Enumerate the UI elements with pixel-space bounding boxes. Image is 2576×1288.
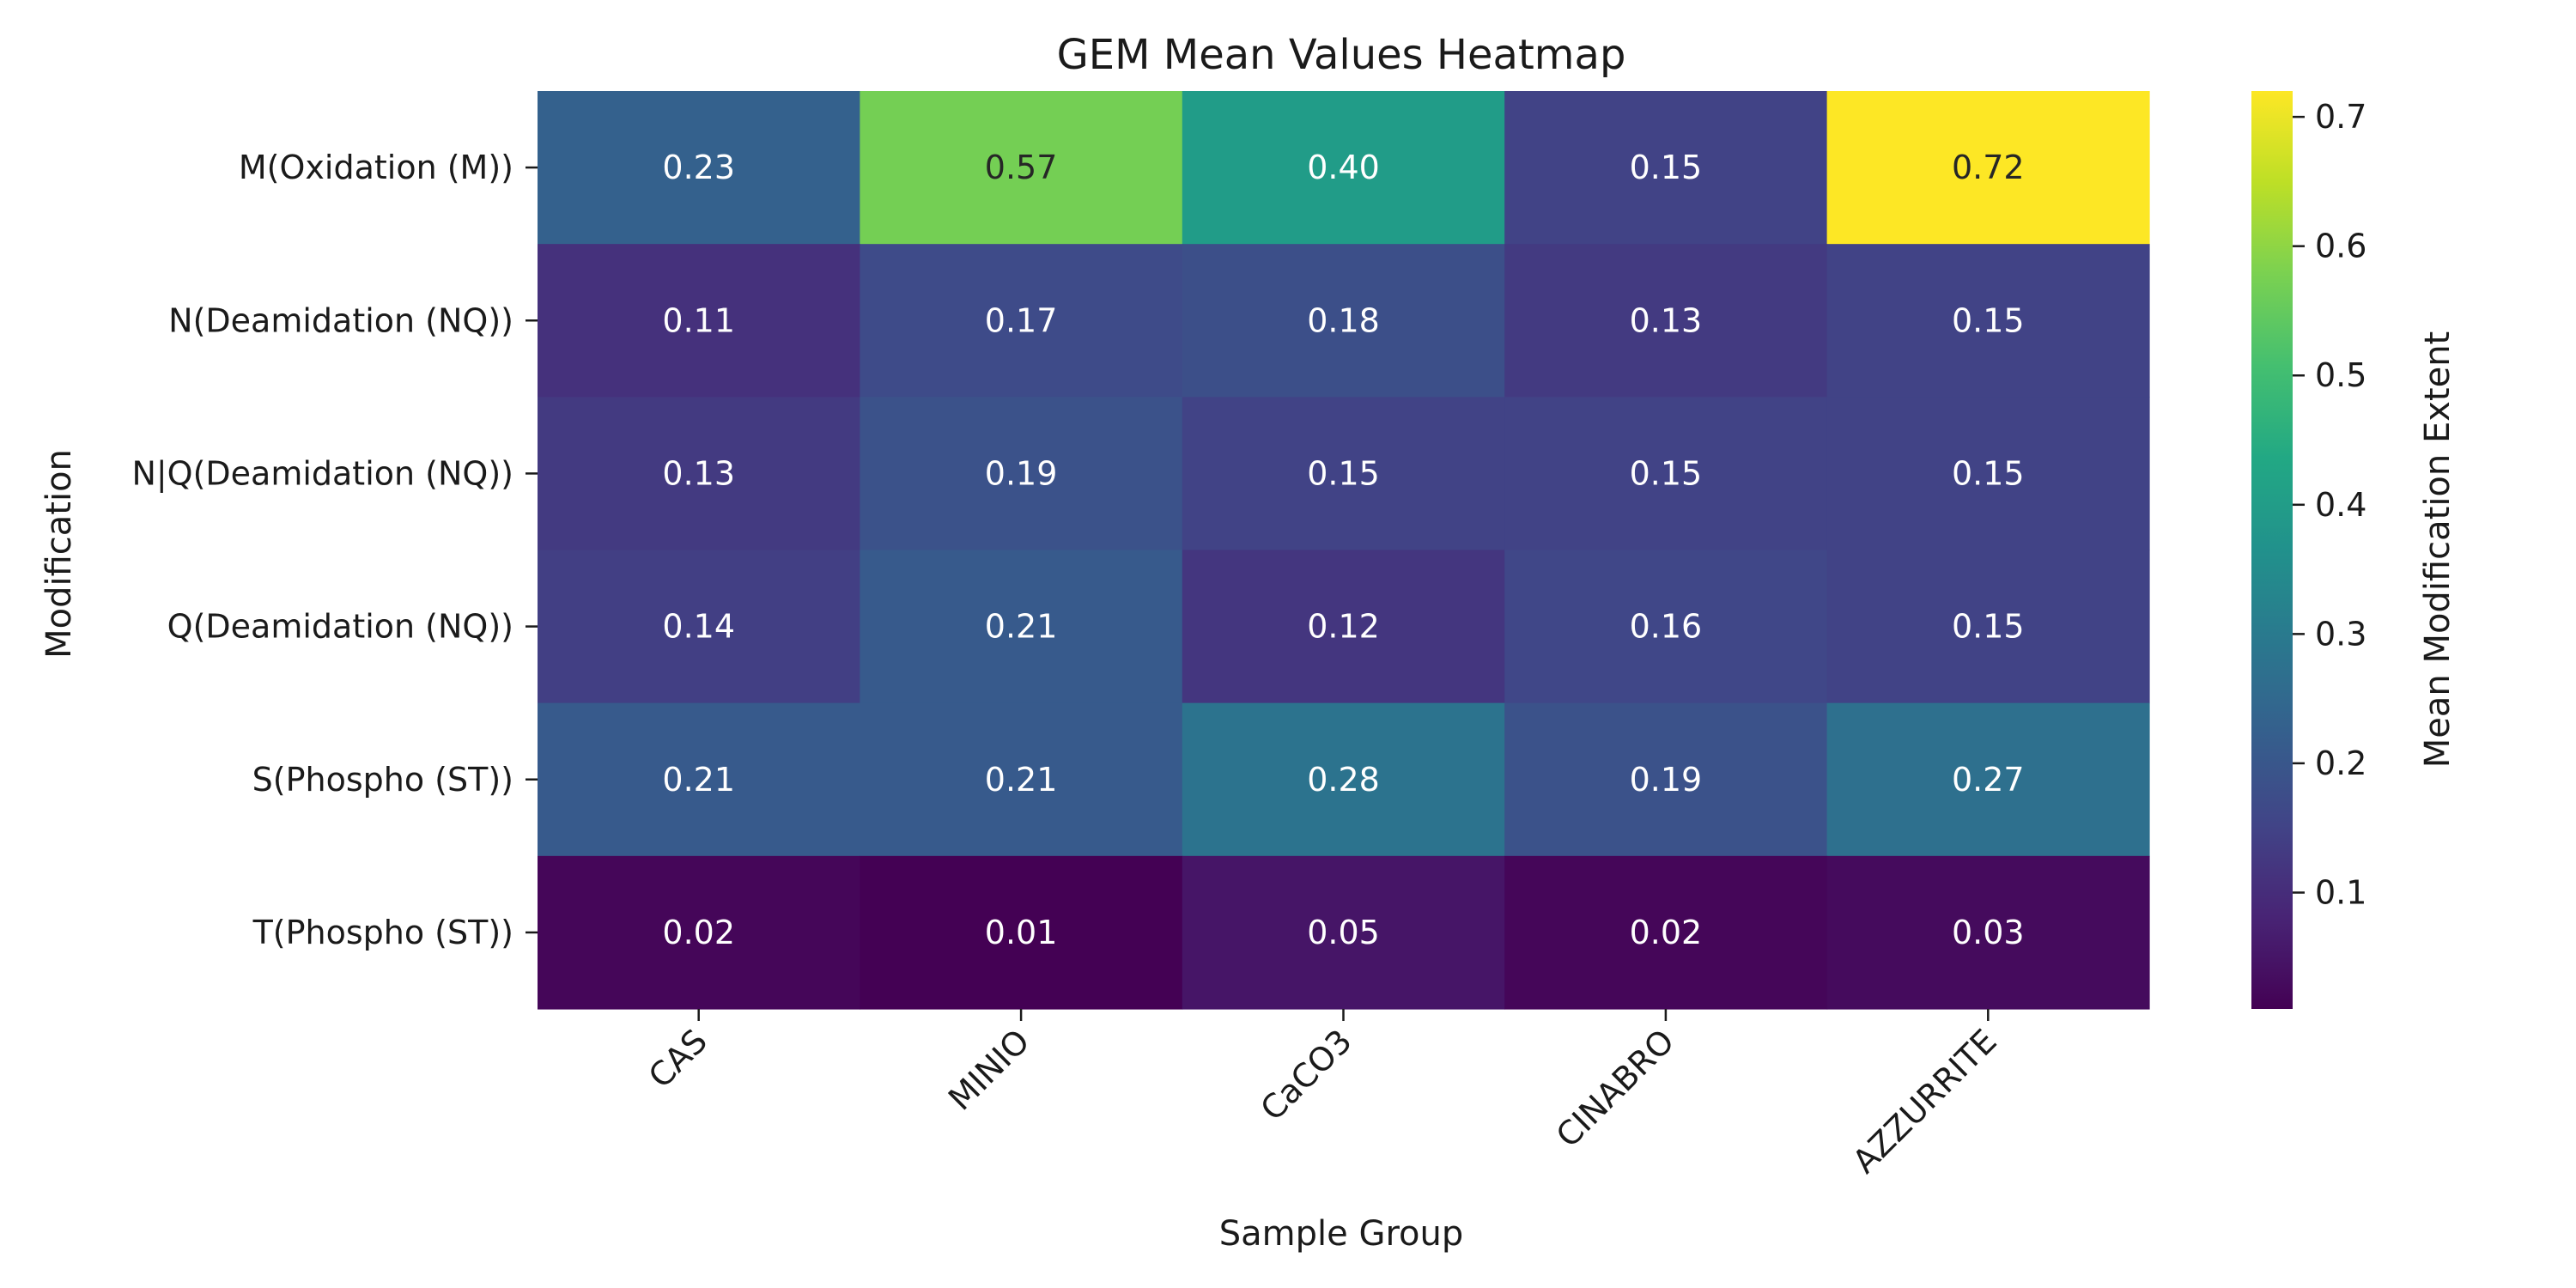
colorbar-tick-label: 0.4 xyxy=(2315,486,2366,524)
cell-value-label: 0.15 xyxy=(1952,301,2025,339)
y-tick-label: N(Deamidation (NQ)) xyxy=(168,301,513,339)
colorbar: 0.1 0.2 0.3 0.4 0.5 0.6 0.7 xyxy=(2251,91,2366,1009)
cell-value-label: 0.72 xyxy=(1952,149,2025,186)
cell-value-label: 0.05 xyxy=(1307,914,1380,951)
cell-value-label: 0.15 xyxy=(1307,454,1380,492)
y-tick-label: Q(Deamidation (NQ)) xyxy=(167,608,513,646)
x-tick-label: CAS xyxy=(641,1022,714,1095)
colorbar-tick-label: 0.2 xyxy=(2315,744,2366,782)
x-tick-label: CINABRO xyxy=(1549,1022,1682,1155)
y-axis: M(Oxidation (M)) N(Deamidation (NQ)) N|Q(D… xyxy=(131,149,538,951)
colorbar-title: Mean Modification Extent xyxy=(2418,331,2458,769)
cell-value-label: 0.03 xyxy=(1952,914,2025,951)
cell-value-label: 0.15 xyxy=(1630,454,1703,492)
colorbar-tick-label: 0.1 xyxy=(2315,873,2366,911)
x-tick-label: MINIO xyxy=(941,1022,1036,1117)
colorbar-tick-label: 0.5 xyxy=(2315,356,2366,394)
x-axis-title: Sample Group xyxy=(1219,1214,1463,1254)
cell-value-label: 0.11 xyxy=(662,301,735,339)
colorbar-tick-label: 0.6 xyxy=(2315,228,2366,265)
cell-value-label: 0.19 xyxy=(1630,761,1703,799)
cell-value-label: 0.21 xyxy=(985,761,1058,799)
cell-value-label: 0.57 xyxy=(985,149,1058,186)
cell-value-label: 0.23 xyxy=(662,149,735,186)
y-tick-label: M(Oxidation (M)) xyxy=(239,149,513,186)
cell-value-label: 0.02 xyxy=(662,914,735,951)
y-tick-label: S(Phospho (ST)) xyxy=(252,761,513,799)
cell-value-label: 0.15 xyxy=(1952,454,2025,492)
cell-value-label: 0.12 xyxy=(1307,608,1380,646)
cell-value-label: 0.19 xyxy=(985,454,1058,492)
cell-value-label: 0.01 xyxy=(985,914,1058,951)
x-axis: CAS MINIO CaCO3 CINABRO AZZURRITE xyxy=(641,1009,2004,1181)
cell-value-label: 0.21 xyxy=(662,761,735,799)
cell-value-label: 0.16 xyxy=(1630,608,1703,646)
cell-value-label: 0.14 xyxy=(662,608,735,646)
y-tick-label: N|Q(Deamidation (NQ)) xyxy=(131,454,513,493)
y-tick-label: T(Phospho (ST)) xyxy=(252,914,513,951)
chart-title: GEM Mean Values Heatmap xyxy=(1057,31,1626,79)
y-axis-title: Modification xyxy=(39,449,79,659)
colorbar-tick-label: 0.7 xyxy=(2315,98,2366,136)
colorbar-gradient xyxy=(2251,91,2293,1009)
x-tick-label: CaCO3 xyxy=(1254,1022,1359,1127)
cell-value-label: 0.28 xyxy=(1307,761,1380,799)
cell-value-label: 0.17 xyxy=(985,301,1058,339)
cell-value-label: 0.15 xyxy=(1952,608,2025,646)
colorbar-tick-label: 0.3 xyxy=(2315,615,2366,653)
cell-value-label: 0.15 xyxy=(1630,149,1703,186)
cell-value-label: 0.27 xyxy=(1952,761,2025,799)
heatmap-cells: 0.23 0.57 0.40 0.15 0.72 0.11 0.17 0.18 0.13 0.15… xyxy=(538,91,2150,1010)
cell-value-label: 0.18 xyxy=(1307,301,1380,339)
cell-value-label: 0.13 xyxy=(1630,301,1703,339)
x-tick-label: AZZURRITE xyxy=(1845,1022,2004,1181)
cell-value-label: 0.13 xyxy=(662,454,735,492)
cell-value-label: 0.02 xyxy=(1630,914,1703,951)
cell-value-label: 0.21 xyxy=(985,608,1058,646)
cell-value-label: 0.40 xyxy=(1307,149,1380,186)
